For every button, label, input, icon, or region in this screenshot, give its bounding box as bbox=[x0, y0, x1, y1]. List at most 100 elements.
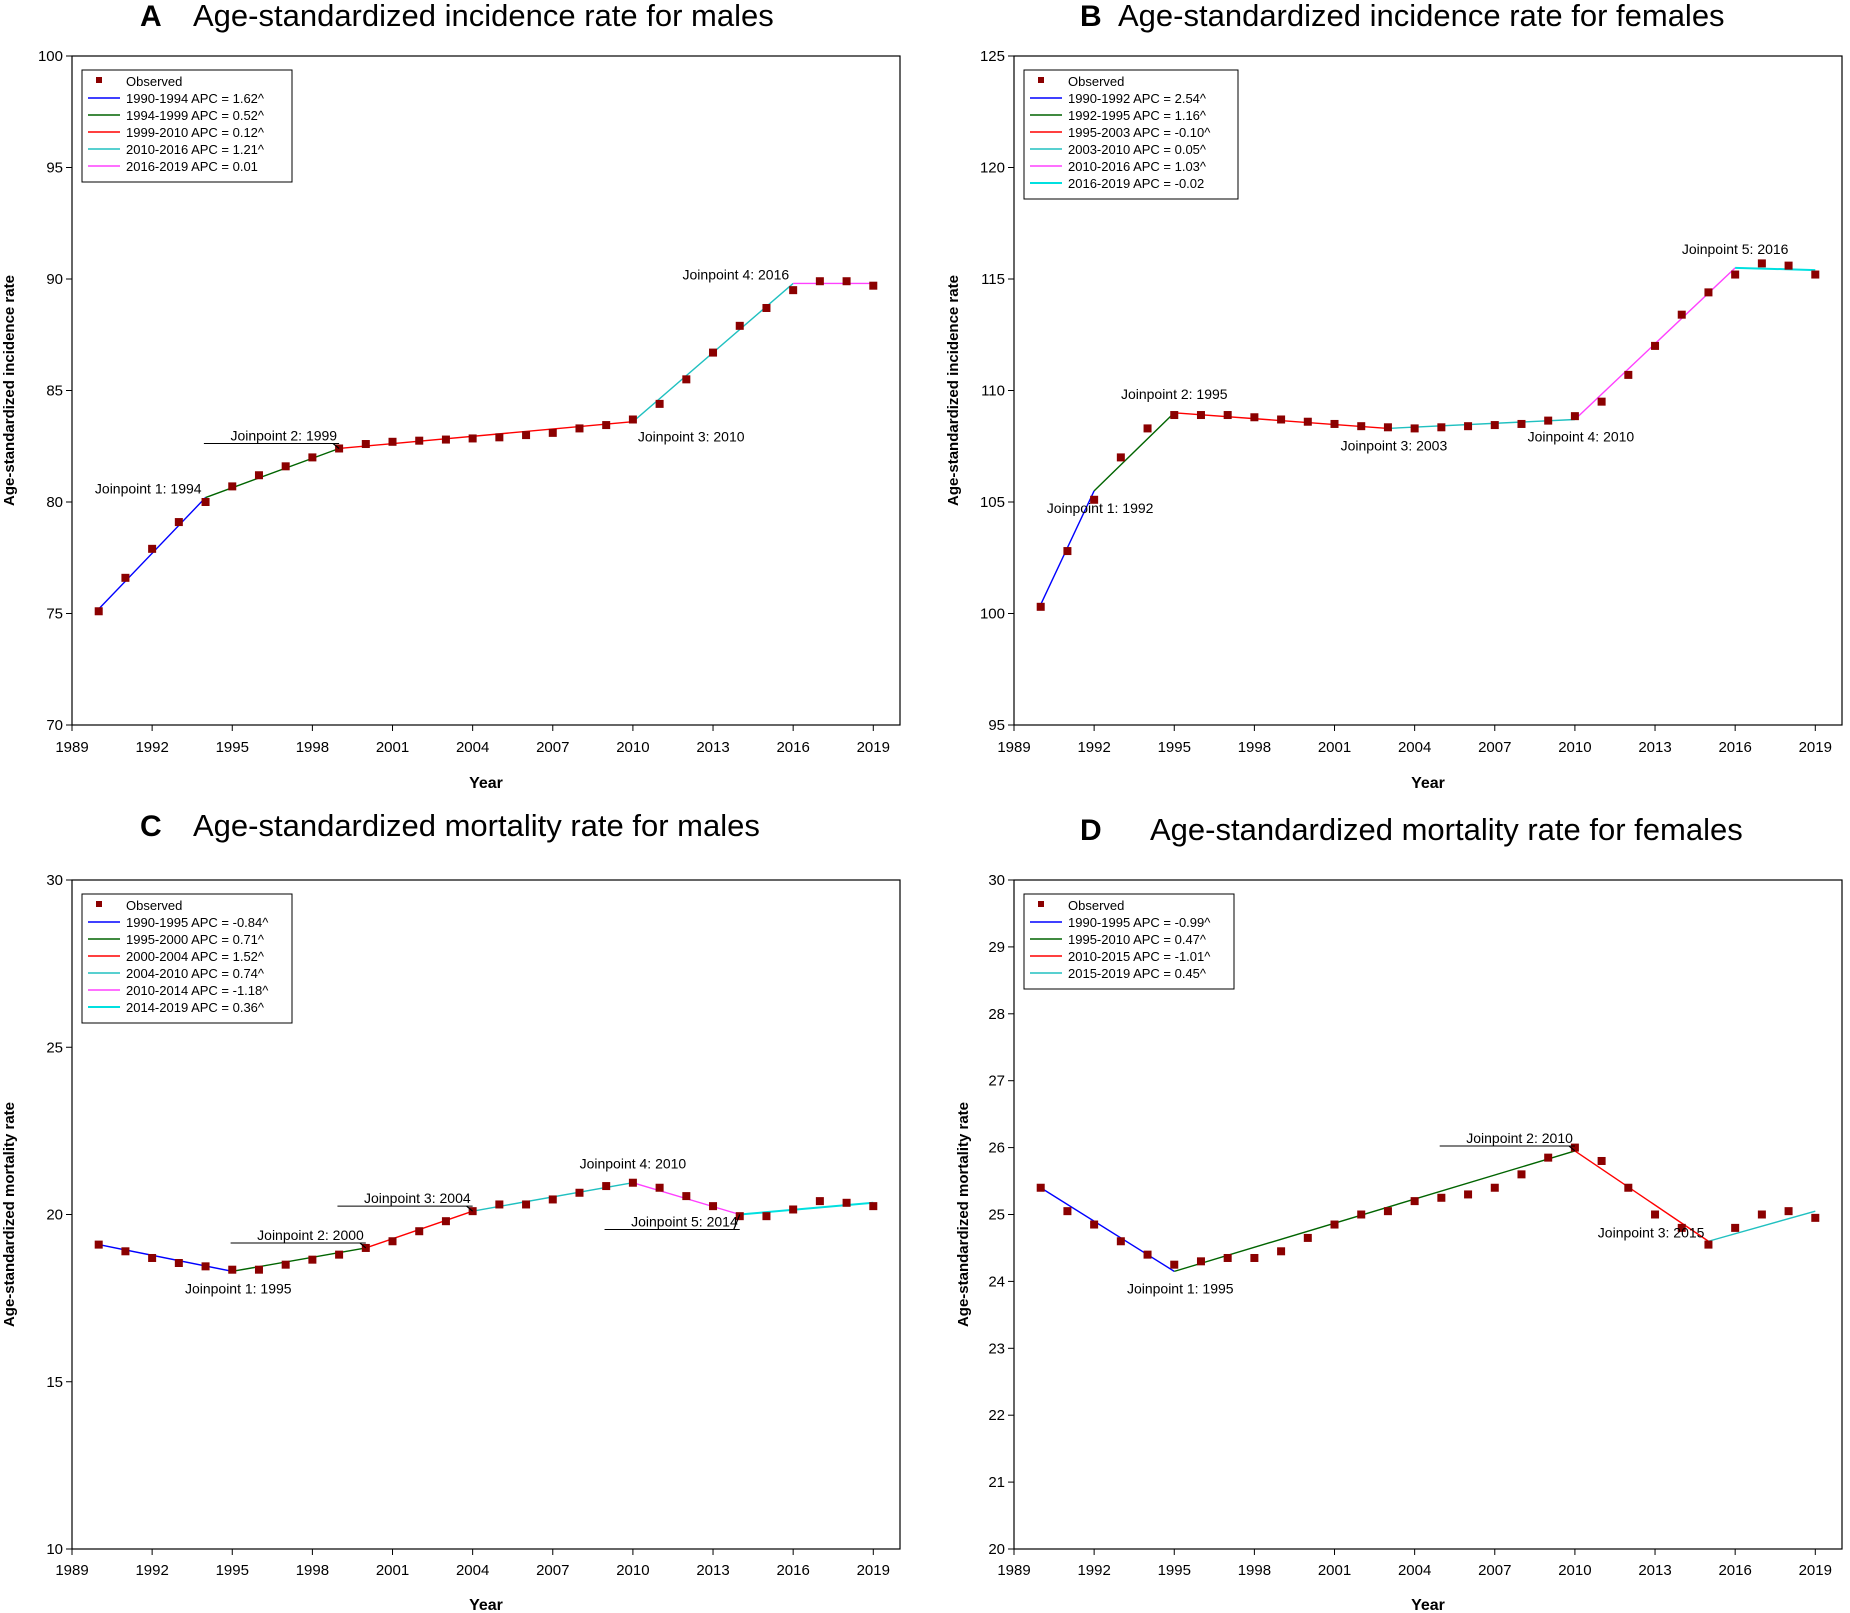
y-tick-label: 29 bbox=[988, 939, 1005, 956]
observed-point bbox=[869, 1202, 878, 1211]
observed-point bbox=[1731, 1223, 1740, 1232]
x-tick-label: 1998 bbox=[1238, 739, 1271, 756]
observed-point bbox=[335, 1250, 344, 1259]
joinpoint-label-2: Joinpoint 2: 1999 bbox=[230, 427, 337, 443]
x-tick-label: 2013 bbox=[696, 739, 729, 756]
x-tick-label: 2010 bbox=[1558, 1562, 1591, 1579]
observed-point bbox=[1410, 1197, 1419, 1206]
observed-point bbox=[1063, 547, 1072, 556]
observed-point bbox=[1410, 424, 1419, 433]
x-tick-label: 2001 bbox=[376, 1562, 409, 1579]
x-tick-label: 2019 bbox=[1799, 1562, 1832, 1579]
observed-point bbox=[1811, 1213, 1820, 1222]
legend: Observed 1990-1994 APC = 1.62^ 1994-1999 A… bbox=[81, 69, 293, 183]
observed-point bbox=[735, 321, 744, 330]
x-tick-label: 2001 bbox=[1318, 739, 1351, 756]
observed-point bbox=[1784, 1207, 1793, 1216]
chart-title: Age-standardized incidence rate for fema… bbox=[1118, 0, 1725, 33]
legend-entry-4: 2010-2016 APC = 1.21^ bbox=[126, 142, 265, 157]
observed-point bbox=[1223, 411, 1232, 420]
observed-point bbox=[1250, 1253, 1259, 1262]
observed-point bbox=[1490, 1183, 1499, 1192]
observed-point bbox=[1811, 270, 1820, 279]
legend-entry-1: 1990-1994 APC = 1.62^ bbox=[126, 91, 265, 106]
joinpoint-arrow bbox=[733, 1214, 741, 1230]
y-tick-label: 25 bbox=[988, 1207, 1005, 1224]
observed-point bbox=[1784, 261, 1793, 270]
observed-point bbox=[1624, 1183, 1633, 1192]
observed-point bbox=[1357, 422, 1366, 431]
y-axis-label: Age-standardized incidence rate bbox=[1, 275, 18, 506]
observed-point bbox=[308, 453, 317, 462]
trend-segment-4 bbox=[1708, 1210, 1816, 1242]
x-tick-label: 2007 bbox=[1478, 1562, 1511, 1579]
legend-observed-marker bbox=[1038, 77, 1044, 83]
observed-point bbox=[762, 1212, 771, 1221]
observed-point bbox=[735, 1212, 744, 1221]
y-tick-label: 125 bbox=[980, 48, 1005, 65]
y-tick-label: 21 bbox=[988, 1474, 1005, 1491]
legend: Observed 1990-1992 APC = 2.54^ 1992-1995 A… bbox=[1023, 69, 1239, 200]
joinpoint-label-2: Joinpoint 2: 2000 bbox=[257, 1227, 364, 1243]
legend-observed-marker bbox=[96, 901, 102, 907]
legend-entry-3: 1995-2003 APC = -0.10^ bbox=[1068, 125, 1211, 140]
x-tick-label: 2013 bbox=[1638, 1562, 1671, 1579]
observed-point bbox=[682, 1192, 691, 1201]
observed-point bbox=[94, 607, 103, 616]
observed-point bbox=[228, 1265, 237, 1274]
x-axis-label: Year bbox=[469, 775, 503, 792]
observed-point bbox=[655, 1183, 664, 1192]
x-tick-label: 2004 bbox=[456, 739, 489, 756]
x-tick-label: 2016 bbox=[776, 739, 809, 756]
observed-point bbox=[1170, 411, 1179, 420]
observed-point bbox=[1437, 423, 1446, 432]
legend-observed-marker bbox=[96, 77, 102, 83]
observed-point bbox=[1170, 1260, 1179, 1269]
observed-point bbox=[1704, 1240, 1713, 1249]
observed-point bbox=[148, 544, 157, 553]
observed-point bbox=[1196, 411, 1205, 420]
joinpoint-label-1: Joinpoint 1: 1995 bbox=[185, 1280, 292, 1296]
legend-entry-2: 1992-1995 APC = 1.16^ bbox=[1068, 108, 1207, 123]
legend-entry-5: 2016-2019 APC = 0.01 bbox=[126, 159, 258, 174]
y-axis-label: Age-standardized mortality rate bbox=[1, 1102, 18, 1327]
panel-letter: C bbox=[140, 810, 162, 843]
observed-point bbox=[254, 471, 263, 480]
observed-point bbox=[1757, 1210, 1766, 1219]
observed-point bbox=[815, 1197, 824, 1206]
x-axis-label: Year bbox=[469, 1597, 503, 1613]
x-tick-label: 2016 bbox=[1718, 739, 1751, 756]
observed-point bbox=[388, 437, 397, 446]
y-tick-label: 24 bbox=[988, 1273, 1005, 1290]
observed-point bbox=[1036, 1183, 1045, 1192]
legend-entry-3: 2010-2015 APC = -1.01^ bbox=[1068, 949, 1211, 964]
observed-point bbox=[548, 428, 557, 437]
observed-point bbox=[1303, 417, 1312, 426]
observed-point bbox=[281, 462, 290, 471]
observed-point bbox=[1731, 270, 1740, 279]
y-tick-label: 30 bbox=[46, 872, 63, 889]
observed-point bbox=[1570, 1143, 1579, 1152]
legend-entry-4: 2015-2019 APC = 0.45^ bbox=[1068, 966, 1207, 981]
x-tick-label: 1989 bbox=[55, 739, 88, 756]
y-tick-label: 70 bbox=[46, 717, 63, 734]
observed-point bbox=[1330, 419, 1339, 428]
observed-point bbox=[1143, 1250, 1152, 1259]
legend-entry-3: 2000-2004 APC = 1.52^ bbox=[126, 949, 265, 964]
x-tick-label: 1995 bbox=[216, 1562, 249, 1579]
observed-point bbox=[815, 277, 824, 286]
observed-point bbox=[869, 281, 878, 290]
legend-entry-2: 1995-2000 APC = 0.71^ bbox=[126, 932, 265, 947]
y-tick-label: 105 bbox=[980, 494, 1005, 511]
observed-point bbox=[1517, 1170, 1526, 1179]
observed-point bbox=[709, 348, 718, 357]
x-tick-label: 2019 bbox=[857, 739, 890, 756]
observed-point bbox=[709, 1202, 718, 1211]
y-tick-label: 27 bbox=[988, 1073, 1005, 1090]
x-tick-label: 2001 bbox=[376, 739, 409, 756]
observed-point bbox=[1250, 413, 1259, 422]
trend-segment-1 bbox=[98, 497, 207, 610]
trend-segment-1 bbox=[98, 1243, 233, 1273]
joinpoint-label-2: Joinpoint 2: 2010 bbox=[1466, 1130, 1573, 1146]
legend-entry-1: 1990-1995 APC = -0.84^ bbox=[126, 915, 269, 930]
